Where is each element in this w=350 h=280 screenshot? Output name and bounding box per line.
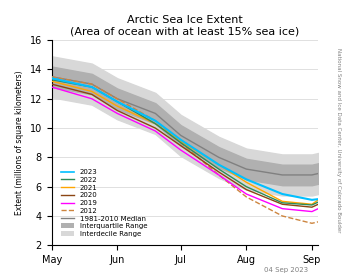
Y-axis label: Extent (millions of square kilometers): Extent (millions of square kilometers)	[15, 70, 24, 215]
Text: 04 Sep 2023: 04 Sep 2023	[264, 267, 308, 273]
Legend: 2023, 2022, 2021, 2020, 2019, 2012, 1981-2010 Median, Interquartile Range, Inter: 2023, 2022, 2021, 2020, 2019, 2012, 1981…	[58, 166, 150, 240]
Text: National Snow and Ice Data Center, University of Colorado Boulder: National Snow and Ice Data Center, Unive…	[336, 48, 341, 232]
Title: Arctic Sea Ice Extent
(Area of ocean with at least 15% sea ice): Arctic Sea Ice Extent (Area of ocean wit…	[70, 15, 300, 37]
